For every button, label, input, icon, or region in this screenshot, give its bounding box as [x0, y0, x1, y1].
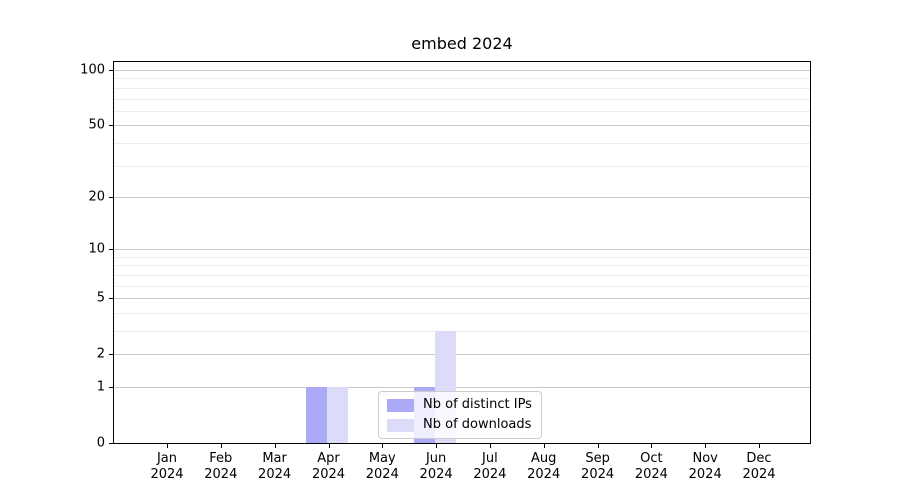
- x-tick-label: Dec 2024: [742, 451, 776, 482]
- x-tick-label: Jun 2024: [419, 451, 453, 482]
- y-gridline-minor: [114, 265, 810, 267]
- y-gridline-minor: [114, 285, 810, 287]
- y-tick-mark: [109, 443, 113, 444]
- y-tick-label: 1: [96, 379, 105, 395]
- x-tick-mark: [651, 444, 653, 448]
- x-tick-mark: [759, 444, 760, 448]
- bar-downloads: [327, 387, 348, 443]
- x-tick-label: Nov 2024: [688, 451, 722, 482]
- y-tick-mark: [109, 354, 113, 356]
- y-tick-mark: [109, 70, 113, 71]
- y-tick-label: 20: [88, 189, 105, 205]
- y-gridline-minor: [114, 256, 810, 258]
- plot-area: [113, 61, 811, 444]
- y-tick-label: 5: [96, 290, 105, 306]
- x-tick-label: Apr 2024: [311, 451, 346, 482]
- y-tick-mark: [109, 249, 113, 251]
- y-gridline-minor: [114, 142, 810, 144]
- y-gridline-minor: [114, 274, 810, 276]
- x-tick-mark: [597, 444, 599, 448]
- x-tick-mark: [705, 444, 707, 448]
- x-tick-mark: [543, 444, 545, 448]
- x-tick-label: Feb 2024: [204, 451, 238, 482]
- x-tick-label: May 2024: [365, 451, 399, 482]
- y-tick-label: 10: [88, 241, 105, 257]
- y-gridline-major: [114, 196, 810, 198]
- legend: Nb of distinct IPs Nb of downloads: [378, 391, 542, 439]
- y-tick-label: 50: [88, 117, 105, 133]
- x-tick-label: Sep 2024: [581, 451, 615, 482]
- y-gridline-minor: [114, 110, 810, 112]
- legend-label: Nb of distinct IPs: [423, 397, 532, 412]
- x-tick-mark: [220, 444, 222, 448]
- x-tick-mark: [436, 444, 438, 448]
- legend-entry: Nb of downloads: [387, 417, 532, 433]
- x-tick-label: Aug 2024: [527, 451, 561, 482]
- y-tick-mark: [109, 298, 113, 300]
- x-tick-mark: [328, 444, 330, 448]
- y-gridline-minor: [114, 312, 810, 314]
- y-tick-label: 2: [96, 346, 105, 362]
- bar-distinct-ips: [306, 387, 327, 443]
- legend-label: Nb of downloads: [423, 417, 532, 432]
- y-gridline-minor: [114, 78, 810, 80]
- y-gridline-minor: [114, 87, 810, 89]
- y-gridline-major: [114, 70, 810, 71]
- chart-title: embed 2024: [411, 34, 513, 53]
- x-tick-mark: [167, 444, 168, 448]
- x-tick-mark: [489, 444, 491, 448]
- legend-entry: Nb of distinct IPs: [387, 397, 532, 413]
- x-tick-label: Jan 2024: [150, 451, 184, 482]
- legend-swatch-distinct-ips: [387, 398, 414, 412]
- y-gridline-minor: [114, 165, 810, 167]
- y-tick-label: 100: [80, 62, 105, 78]
- legend-swatch-downloads: [387, 418, 414, 432]
- y-gridline-minor: [114, 98, 810, 100]
- x-tick-label: Oct 2024: [634, 451, 668, 482]
- x-tick-label: Jul 2024: [473, 451, 507, 482]
- y-gridline-major: [114, 298, 810, 300]
- y-gridline-major: [114, 249, 810, 251]
- y-tick-mark: [109, 125, 113, 127]
- y-gridline-major: [114, 387, 810, 388]
- y-gridline-major: [114, 354, 810, 356]
- y-gridline-major: [114, 125, 810, 127]
- y-tick-label: 0: [96, 435, 105, 451]
- y-gridline-minor: [114, 331, 810, 332]
- y-tick-mark: [109, 196, 113, 198]
- x-tick-label: Mar 2024: [258, 451, 292, 482]
- x-tick-mark: [274, 444, 276, 448]
- x-tick-mark: [382, 444, 384, 448]
- y-tick-mark: [109, 387, 113, 388]
